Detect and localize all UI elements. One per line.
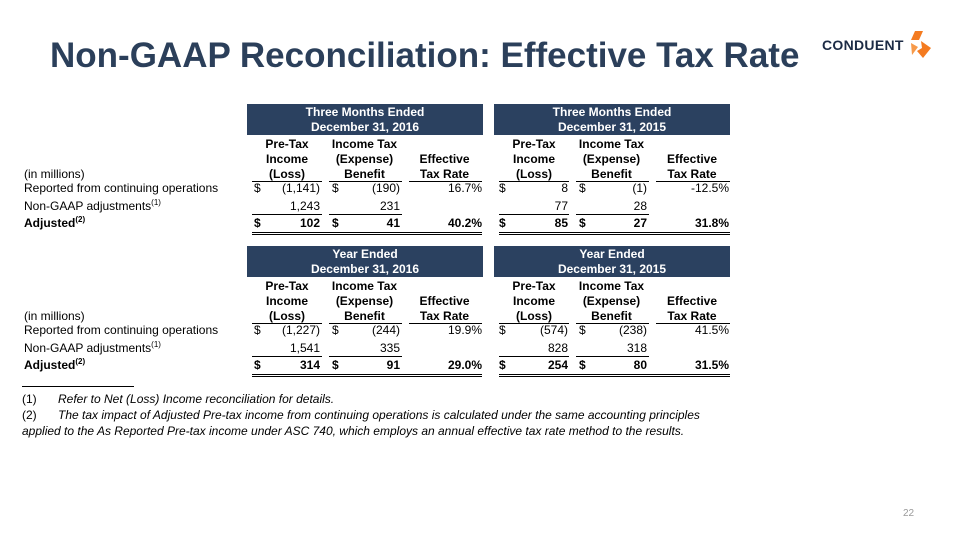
col-header-pretax: Pre-Tax Income (Loss) (512, 137, 556, 181)
value-cell: 231 (379, 199, 400, 213)
value-cell: 254 (547, 358, 568, 372)
value-cell: (238) (618, 323, 647, 337)
table-row: Adjusted(2) $314 $91 29.0% $254 $80 31.5… (24, 357, 729, 373)
period-header-2016: Year Ended December 31, 2016 (247, 246, 483, 277)
conduent-logo-icon (910, 31, 931, 58)
period-date: December 31, 2016 (310, 262, 420, 276)
value-cell: 80 (633, 358, 647, 372)
row-label: Reported from continuing operations (24, 323, 219, 337)
value-cell: 40.2% (447, 216, 482, 230)
value-cell: (1) (632, 181, 647, 195)
value-cell: (1,227) (281, 323, 320, 337)
value-cell: 91 (386, 358, 400, 372)
period-title: Year Ended (579, 247, 645, 261)
value-cell: 102 (299, 216, 320, 230)
value-cell: 828 (547, 341, 568, 355)
value-cell: 85 (554, 216, 568, 230)
value-cell: 1,541 (289, 341, 320, 355)
period-date: December 31, 2015 (557, 120, 667, 134)
period-title: Three Months Ended (305, 105, 425, 119)
footnote-1: (1) Refer to Net (Loss) Income reconcilia… (22, 392, 335, 406)
row-label: Reported from continuing operations (24, 181, 219, 195)
value-cell: 29.0% (447, 358, 482, 372)
footnote-divider (22, 386, 134, 387)
period-header-2015: Year Ended December 31, 2015 (494, 246, 730, 277)
period-title: Year Ended (332, 247, 398, 261)
period-date: December 31, 2015 (557, 262, 667, 276)
value-cell: 77 (554, 199, 568, 213)
value-cell: 41.5% (694, 323, 729, 337)
value-cell: 16.7% (447, 181, 482, 195)
col-header-pretax: Pre-Tax Income (Loss) (512, 279, 556, 323)
value-cell: (244) (371, 323, 400, 337)
row-label: Non-GAAP adjustments (24, 199, 152, 213)
value-cell: 28 (633, 199, 647, 213)
value-cell: (1,141) (281, 181, 320, 195)
period-header-2016: Three Months Ended December 31, 2016 (247, 104, 483, 135)
period-title: Three Months Ended (552, 105, 672, 119)
value-cell: (574) (539, 323, 568, 337)
value-cell: 27 (633, 216, 647, 230)
value-cell: 1,243 (289, 199, 320, 213)
col-header-income-tax: Income Tax (Expense) Benefit (578, 279, 645, 323)
table-row: Non-GAAP adjustments(1) 1,243 231 77 28 (24, 198, 647, 214)
units-label: (in millions) (24, 309, 85, 323)
value-cell: 19.9% (447, 323, 482, 337)
table-row: Non-GAAP adjustments(1) 1,541 335 828 31… (24, 340, 647, 356)
units-label: (in millions) (24, 167, 85, 181)
logo-text: CONDUENT (822, 37, 904, 53)
footnote-2: (2) The tax impact of Adjusted Pre-tax in… (22, 408, 700, 438)
value-cell: -12.5% (690, 181, 729, 195)
value-cell: 314 (299, 358, 320, 372)
table-row: Reported from continuing operations $ (1,… (24, 181, 729, 195)
table-row: Reported from continuing operations $ (1,… (24, 323, 729, 337)
value-cell: 31.8% (694, 216, 729, 230)
value-cell: 8 (561, 181, 568, 195)
row-label: Non-GAAP adjustments (24, 341, 152, 355)
col-header-etr: Effective Tax Rate (666, 294, 718, 323)
row-label: Adjusted (24, 358, 76, 372)
value-cell: (190) (371, 181, 400, 195)
col-header-pretax: Pre-Tax Income (Loss) (265, 279, 309, 323)
table-row: Adjusted(2) $102 $41 40.2% $85 $27 31.8% (24, 215, 729, 231)
value-cell: 41 (386, 216, 400, 230)
page-number: 22 (903, 508, 915, 519)
col-header-pretax: Pre-Tax Income (Loss) (265, 137, 309, 181)
col-header-etr: Effective Tax Rate (419, 152, 470, 181)
period-header-2015: Three Months Ended December 31, 2015 (494, 104, 730, 135)
col-header-income-tax: Income Tax (Expense) Benefit (578, 137, 645, 181)
value-cell: 335 (379, 341, 400, 355)
col-header-etr: Effective Tax Rate (419, 294, 470, 323)
value-cell: 318 (626, 341, 647, 355)
row-label: Adjusted (24, 216, 76, 230)
value-cell: 31.5% (694, 358, 729, 372)
period-date: December 31, 2016 (310, 120, 420, 134)
page-title: Non-GAAP Reconciliation: Effective Tax R… (50, 36, 800, 75)
col-header-etr: Effective Tax Rate (666, 152, 718, 181)
conduent-logo: CONDUENT (822, 30, 933, 60)
col-header-income-tax: Income Tax (Expense) Benefit (331, 137, 398, 181)
col-header-income-tax: Income Tax (Expense) Benefit (331, 279, 398, 323)
